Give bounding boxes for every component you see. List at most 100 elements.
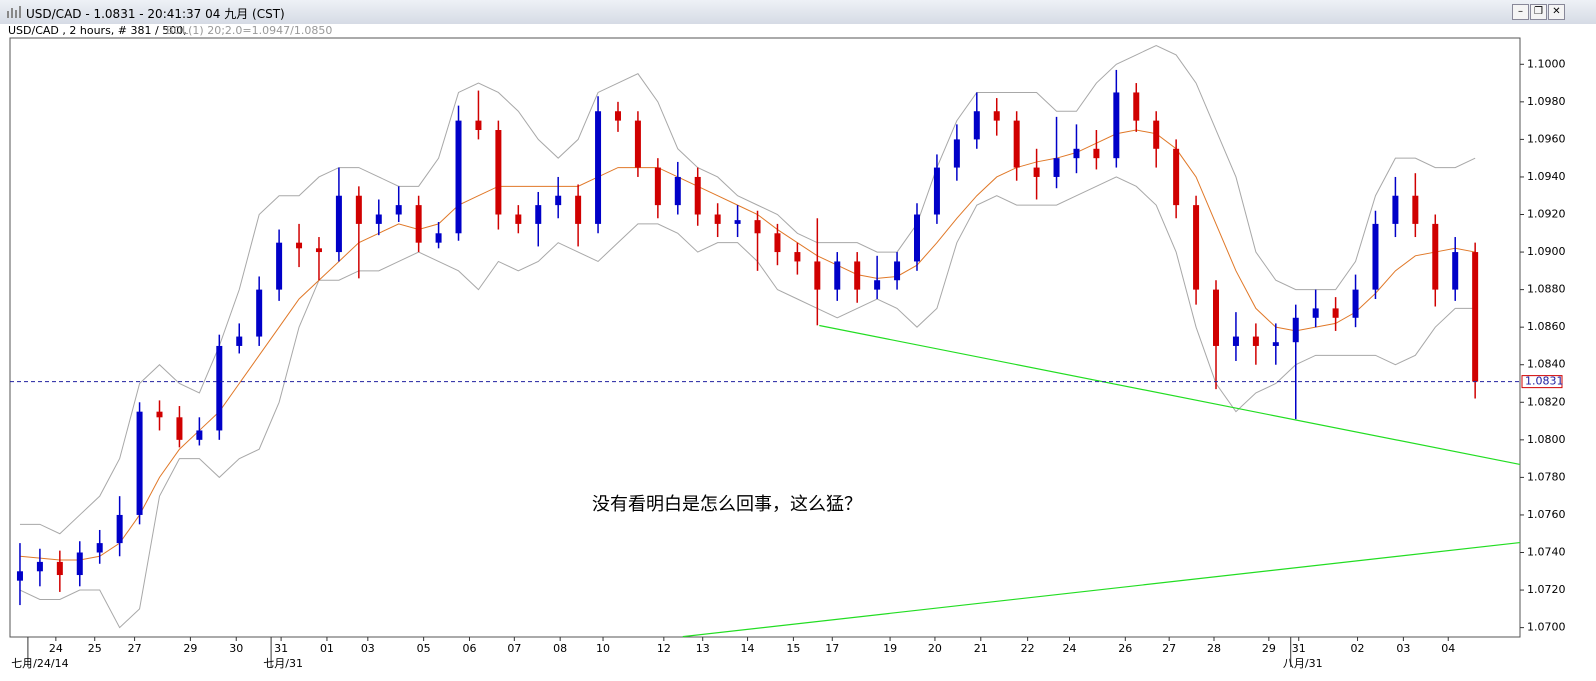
restore-button[interactable]: ❐ <box>1530 4 1547 20</box>
candle-body <box>216 345 223 431</box>
y-tick-label: 1.0960 <box>1527 132 1566 145</box>
x-tick-label: 30 <box>229 642 243 655</box>
y-tick-label: 1.0740 <box>1527 546 1566 559</box>
candle-body <box>256 289 263 337</box>
candle-body <box>1312 308 1319 318</box>
candle-body <box>874 280 881 290</box>
candle-body <box>315 248 322 253</box>
x-tick-label: 14 <box>741 642 755 655</box>
candle-body <box>1153 120 1160 149</box>
x-tick-label: 15 <box>786 642 800 655</box>
period-label: 七月/31 <box>263 657 303 670</box>
x-tick-label: 03 <box>361 642 375 655</box>
indicator-line <box>19 176 1476 629</box>
candle-body <box>1372 223 1379 290</box>
candle-body <box>1272 342 1279 346</box>
y-tick-label: 1.0940 <box>1527 170 1566 183</box>
y-tick-label: 1.0720 <box>1527 583 1566 596</box>
x-tick-label: 24 <box>1062 642 1076 655</box>
candle-body <box>335 195 342 253</box>
candle-body <box>455 120 462 234</box>
candle-body <box>1352 289 1359 318</box>
candle-body <box>535 205 542 224</box>
x-tick-label: 04 <box>1441 642 1455 655</box>
indicator-line <box>19 129 1476 561</box>
trend-line <box>682 541 1521 638</box>
candle-body <box>814 261 821 290</box>
y-tick-label: 1.0900 <box>1527 245 1566 258</box>
candle-body <box>1392 195 1399 224</box>
x-tick-label: 08 <box>553 642 567 655</box>
candle-body <box>1133 92 1140 121</box>
candle-body <box>1252 336 1259 346</box>
candle-body <box>1472 252 1479 382</box>
x-tick-label: 07 <box>507 642 521 655</box>
chart: USD/CAD , 2 hours, # 381 / 500, BOL(1) 2… <box>0 24 1596 681</box>
minimize-button[interactable]: – <box>1512 4 1529 20</box>
x-tick-label: 28 <box>1207 642 1221 655</box>
x-tick-label: 27 <box>128 642 142 655</box>
window-title: USD/CAD - 1.0831 - 20:41:37 04 九月 (CST) <box>26 7 285 21</box>
candle-body <box>395 205 402 215</box>
last-price-box <box>1521 375 1563 389</box>
x-tick-label: 03 <box>1396 642 1410 655</box>
candle-body <box>96 543 103 553</box>
y-tick-label: 1.0700 <box>1527 621 1566 634</box>
candle-body <box>834 261 841 290</box>
candle-body <box>296 242 303 249</box>
close-button[interactable]: ✕ <box>1548 4 1565 20</box>
last-price-label: 1.0831 <box>1525 375 1564 388</box>
candle-body <box>1292 317 1299 343</box>
candle-body <box>953 139 960 168</box>
candle-body <box>1173 148 1180 206</box>
x-tick-label: 20 <box>928 642 942 655</box>
candle-body <box>36 561 43 572</box>
candle-body <box>196 430 203 440</box>
candle-body <box>415 205 422 243</box>
candle-body <box>56 561 63 576</box>
x-tick-label: 17 <box>825 642 839 655</box>
y-tick-label: 1.0880 <box>1527 283 1566 296</box>
candle-body <box>1412 195 1419 224</box>
candle-body <box>614 111 621 121</box>
window-icon <box>7 6 21 18</box>
candle-body <box>913 214 920 262</box>
x-tick-label: 29 <box>1262 642 1276 655</box>
candle-body <box>993 111 1000 121</box>
candle-body <box>76 552 83 576</box>
x-tick-label: 22 <box>1021 642 1035 655</box>
x-tick-label: 27 <box>1162 642 1176 655</box>
x-tick-label: 06 <box>462 642 476 655</box>
candle-body <box>16 571 23 581</box>
candle-body <box>575 195 582 224</box>
candle-body <box>176 417 183 440</box>
chart-info: USD/CAD , 2 hours, # 381 / 500, <box>8 24 187 37</box>
y-tick-label: 1.0840 <box>1527 358 1566 371</box>
x-tick-label: 24 <box>49 642 63 655</box>
x-tick-label: 05 <box>417 642 431 655</box>
candle-body <box>1013 120 1020 168</box>
x-tick-label: 26 <box>1118 642 1132 655</box>
candle-body <box>933 167 940 215</box>
y-tick-label: 1.0780 <box>1527 470 1566 483</box>
candle-body <box>1193 205 1200 290</box>
plot-frame <box>9 37 1521 638</box>
candle-body <box>754 220 761 234</box>
candle-body <box>654 167 661 206</box>
y-tick-label: 1.1000 <box>1527 57 1566 70</box>
candle-body <box>555 195 562 206</box>
x-tick-label: 21 <box>974 642 988 655</box>
candle-body <box>136 411 143 515</box>
candle-body <box>595 111 602 224</box>
x-tick-label: 10 <box>596 642 610 655</box>
x-tick-label: 31 <box>274 642 288 655</box>
indicator-line <box>19 44 1476 535</box>
x-tick-label: 02 <box>1351 642 1365 655</box>
candle-body <box>1113 92 1120 159</box>
candle-body <box>1033 167 1040 177</box>
candle-body <box>794 252 801 262</box>
candle-body <box>1432 223 1439 290</box>
period-label: 七月/24/14 <box>11 657 68 670</box>
candle-body <box>674 176 681 206</box>
